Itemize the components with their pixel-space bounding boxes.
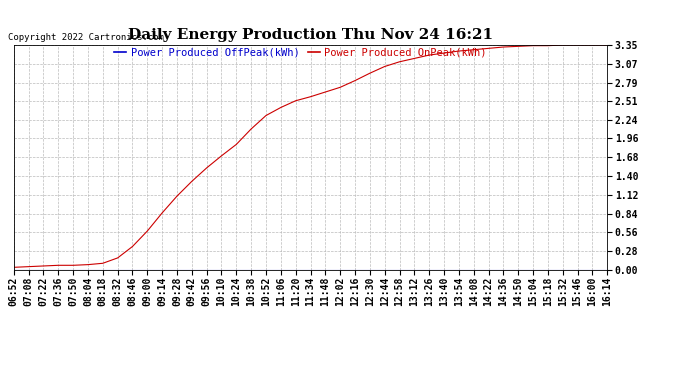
Legend: Power Produced OffPeak(kWh), Power Produced OnPeak(kWh): Power Produced OffPeak(kWh), Power Produ…	[114, 48, 487, 58]
Text: Copyright 2022 Cartronics.com: Copyright 2022 Cartronics.com	[8, 33, 164, 42]
Title: Daily Energy Production Thu Nov 24 16:21: Daily Energy Production Thu Nov 24 16:21	[128, 28, 493, 42]
